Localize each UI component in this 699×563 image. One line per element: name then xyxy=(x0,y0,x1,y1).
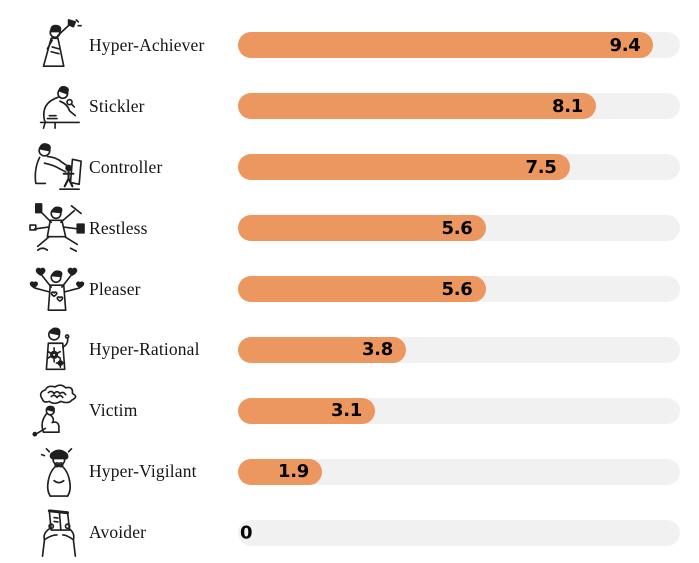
category-label: Stickler xyxy=(89,95,145,116)
category-label: Hyper-Vigilant xyxy=(89,461,197,482)
bar-track: 9.4 xyxy=(238,32,680,59)
bar-track: 7.5 xyxy=(238,154,680,181)
bar-fill: 5.6 xyxy=(238,215,486,242)
bar-fill: 9.4 xyxy=(238,32,654,59)
controller-icon xyxy=(25,140,89,194)
value-label: 1.9 xyxy=(277,461,309,483)
avoider-icon xyxy=(25,506,89,560)
hyper-vigilant-icon xyxy=(25,445,89,499)
bar-track: 3.8 xyxy=(238,336,680,363)
category-label: Pleaser xyxy=(89,278,141,299)
value-label: 7.5 xyxy=(525,156,557,178)
bar-fill: 3.1 xyxy=(238,397,376,424)
bar-fill: 3.8 xyxy=(238,336,406,363)
chart-row-avoider: Avoider 0 xyxy=(0,502,680,563)
bar-track: 5.6 xyxy=(238,215,680,242)
value-label-outside: 0 xyxy=(240,522,253,544)
bar-track: 0 xyxy=(238,519,680,546)
bar-track: 5.6 xyxy=(238,276,680,302)
category-label: Avoider xyxy=(89,522,147,543)
chart-row-hyper-vigilant: Hyper-Vigilant 1.9 xyxy=(0,441,680,502)
chart-row-restless: Restless 5.6 xyxy=(0,198,680,259)
chart-row-stickler: Stickler 8.1 xyxy=(0,76,680,137)
pleaser-icon xyxy=(25,262,89,316)
category-label: Restless xyxy=(89,217,148,238)
bar-track: 8.1 xyxy=(238,93,680,120)
chart-row-pleaser: Pleaser 5.6 xyxy=(0,259,680,320)
category-label: Controller xyxy=(89,156,163,177)
category-label: Hyper-Rational xyxy=(89,339,200,360)
stickler-icon xyxy=(25,79,89,133)
bar-track: 1.9 xyxy=(238,458,680,485)
value-label: 9.4 xyxy=(609,34,641,56)
chart-row-controller: Controller 7.5 xyxy=(0,137,680,198)
restless-icon xyxy=(25,201,89,255)
victim-icon xyxy=(25,384,89,438)
bar-fill: 8.1 xyxy=(238,93,597,120)
value-label: 3.1 xyxy=(331,400,363,422)
chart-rows: Hyper-Achiever 9.4 Stickler 8.1 Controll… xyxy=(0,15,680,563)
category-label: Hyper-Achiever xyxy=(89,34,205,55)
value-label: 5.6 xyxy=(441,217,473,239)
hyper-rational-icon xyxy=(25,323,89,377)
chart-row-victim: Victim 3.1 xyxy=(0,380,680,441)
value-label: 8.1 xyxy=(552,95,584,117)
hyper-achiever-icon xyxy=(25,18,89,72)
value-label: 5.6 xyxy=(441,278,473,300)
chart-row-hyper-achiever: Hyper-Achiever 9.4 xyxy=(0,15,680,76)
bar-fill: 1.9 xyxy=(238,458,322,485)
value-label: 3.8 xyxy=(361,339,393,361)
bar-fill: 5.6 xyxy=(238,276,486,302)
category-label: Victim xyxy=(89,400,138,421)
bar-fill: 7.5 xyxy=(238,154,570,181)
bar-track: 3.1 xyxy=(238,397,680,424)
chart-row-hyper-rational: Hyper-Rational 3.8 xyxy=(0,319,680,380)
